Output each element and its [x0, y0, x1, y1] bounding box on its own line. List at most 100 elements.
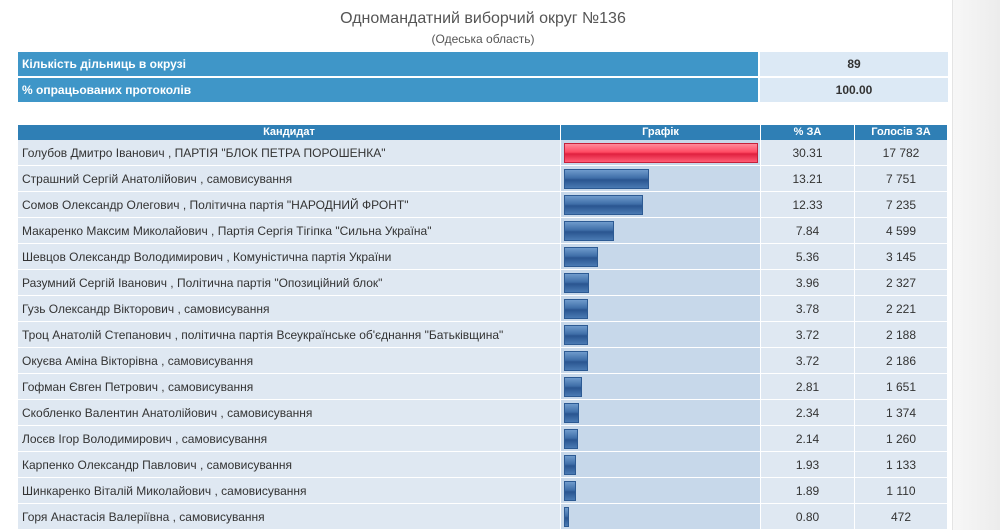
result-bar-cell — [561, 166, 761, 192]
table-row: Горя Анастасія Валеріївна , самовисуванн… — [18, 504, 948, 530]
column-header-votes: Голосів ЗА — [855, 125, 948, 140]
candidate-name: Сомов Олександр Олегович , Політична пар… — [18, 192, 561, 218]
result-bar — [564, 480, 576, 501]
result-bar-cell — [561, 270, 761, 296]
candidate-name: Голубов Дмитро Іванович , ПАРТІЯ "БЛОК П… — [18, 140, 561, 166]
result-bar-cell — [561, 244, 761, 270]
summary-label: % опрацьованих протоколів — [18, 78, 760, 104]
result-bar — [564, 246, 598, 267]
result-bar-cell — [561, 374, 761, 400]
district-summary-table: Кількість дільниць в окрузі 89 % опрацьо… — [18, 52, 948, 104]
candidate-name: Макаренко Максим Миколайович , Партія Се… — [18, 218, 561, 244]
result-bar-cell — [561, 426, 761, 452]
result-bar-cell — [561, 478, 761, 504]
candidate-name: Лосєв Ігор Володимирович , самовисування — [18, 426, 561, 452]
result-bar — [564, 454, 576, 475]
percent-value: 2.14 — [761, 426, 855, 452]
result-bar — [564, 324, 588, 345]
column-header-percent: % ЗА — [761, 125, 855, 140]
votes-value: 1 260 — [855, 426, 948, 452]
result-bar — [564, 298, 588, 319]
percent-value: 30.31 — [761, 140, 855, 166]
table-row: Шинкаренко Віталій Миколайович , самовис… — [18, 478, 948, 504]
result-bar-cell — [561, 218, 761, 244]
result-bar — [564, 168, 649, 189]
table-row: Страшний Сергій Анатолійович , самовисув… — [18, 166, 948, 192]
percent-value: 3.78 — [761, 296, 855, 322]
result-bar — [564, 376, 582, 397]
percent-value: 13.21 — [761, 166, 855, 192]
table-row: Разумний Сергій Іванович , Політична пар… — [18, 270, 948, 296]
percent-value: 3.72 — [761, 322, 855, 348]
percent-value: 1.89 — [761, 478, 855, 504]
candidate-name: Шевцов Олександр Володимирович , Комуніс… — [18, 244, 561, 270]
result-bar-cell — [561, 348, 761, 374]
percent-value: 1.93 — [761, 452, 855, 478]
votes-value: 2 188 — [855, 322, 948, 348]
candidate-name: Горя Анастасія Валеріївна , самовисуванн… — [18, 504, 561, 530]
result-bar-cell — [561, 452, 761, 478]
result-bar — [564, 350, 588, 371]
column-header-candidate: Кандидат — [18, 125, 561, 140]
result-bar — [564, 506, 569, 527]
votes-value: 1 651 — [855, 374, 948, 400]
votes-value: 2 327 — [855, 270, 948, 296]
result-bar-cell — [561, 504, 761, 530]
table-row: Окуєва Аміна Вікторівна , самовисування 3… — [18, 348, 948, 374]
table-row: Сомов Олександр Олегович , Політична пар… — [18, 192, 948, 218]
votes-value: 1 374 — [855, 400, 948, 426]
table-row: Шевцов Олександр Володимирович , Комуніс… — [18, 244, 948, 270]
result-bar-cell — [561, 400, 761, 426]
candidate-name: Скобленко Валентин Анатолійович , самови… — [18, 400, 561, 426]
votes-value: 17 782 — [855, 140, 948, 166]
percent-value: 3.72 — [761, 348, 855, 374]
votes-value: 7 751 — [855, 166, 948, 192]
result-bar — [564, 194, 643, 215]
result-bar-cell — [561, 140, 761, 166]
votes-value: 2 221 — [855, 296, 948, 322]
candidate-name: Гофман Євген Петрович , самовисування — [18, 374, 561, 400]
summary-value: 100.00 — [760, 78, 948, 104]
votes-value: 7 235 — [855, 192, 948, 218]
column-header-chart: Графік — [561, 125, 761, 140]
votes-value: 4 599 — [855, 218, 948, 244]
summary-label: Кількість дільниць в окрузі — [18, 52, 760, 78]
votes-value: 1 110 — [855, 478, 948, 504]
table-row: Голубов Дмитро Іванович , ПАРТІЯ "БЛОК П… — [18, 140, 948, 166]
page-subtitle: (Одеська область) — [431, 32, 535, 46]
table-row: Макаренко Максим Миколайович , Партія Се… — [18, 218, 948, 244]
summary-value: 89 — [760, 52, 948, 78]
summary-row-processed: % опрацьованих протоколів 100.00 — [18, 78, 948, 104]
percent-value: 12.33 — [761, 192, 855, 218]
votes-value: 472 — [855, 504, 948, 530]
page-title: Одномандатний виборчий округ №136 — [340, 10, 626, 27]
summary-row-stations: Кількість дільниць в окрузі 89 — [18, 52, 948, 78]
percent-value: 3.96 — [761, 270, 855, 296]
candidate-name: Шинкаренко Віталій Миколайович , самовис… — [18, 478, 561, 504]
table-row: Гофман Євген Петрович , самовисування 2.8… — [18, 374, 948, 400]
votes-value: 1 133 — [855, 452, 948, 478]
result-bar — [564, 272, 589, 293]
result-bar-cell — [561, 296, 761, 322]
results-table: Кандидат Графік % ЗА Голосів ЗА Голубов … — [18, 125, 948, 530]
results-header-row: Кандидат Графік % ЗА Голосів ЗА — [18, 125, 948, 140]
result-bar-cell — [561, 322, 761, 348]
result-bar — [564, 220, 614, 241]
table-row: Гузь Олександр Вікторович , самовисуванн… — [18, 296, 948, 322]
results-body: Голубов Дмитро Іванович , ПАРТІЯ "БЛОК П… — [18, 140, 948, 530]
candidate-name: Троц Анатолій Степанович , політична пар… — [18, 322, 561, 348]
table-row: Карпенко Олександр Павлович , самовисува… — [18, 452, 948, 478]
percent-value: 2.81 — [761, 374, 855, 400]
candidate-name: Гузь Олександр Вікторович , самовисуванн… — [18, 296, 561, 322]
percent-value: 7.84 — [761, 218, 855, 244]
table-row: Лосєв Ігор Володимирович , самовисування… — [18, 426, 948, 452]
result-bar — [564, 428, 578, 449]
votes-value: 2 186 — [855, 348, 948, 374]
table-row: Скобленко Валентин Анатолійович , самови… — [18, 400, 948, 426]
percent-value: 0.80 — [761, 504, 855, 530]
result-bar — [564, 402, 579, 423]
result-bar — [564, 142, 758, 163]
votes-value: 3 145 — [855, 244, 948, 270]
candidate-name: Карпенко Олександр Павлович , самовисува… — [18, 452, 561, 478]
result-bar-cell — [561, 192, 761, 218]
